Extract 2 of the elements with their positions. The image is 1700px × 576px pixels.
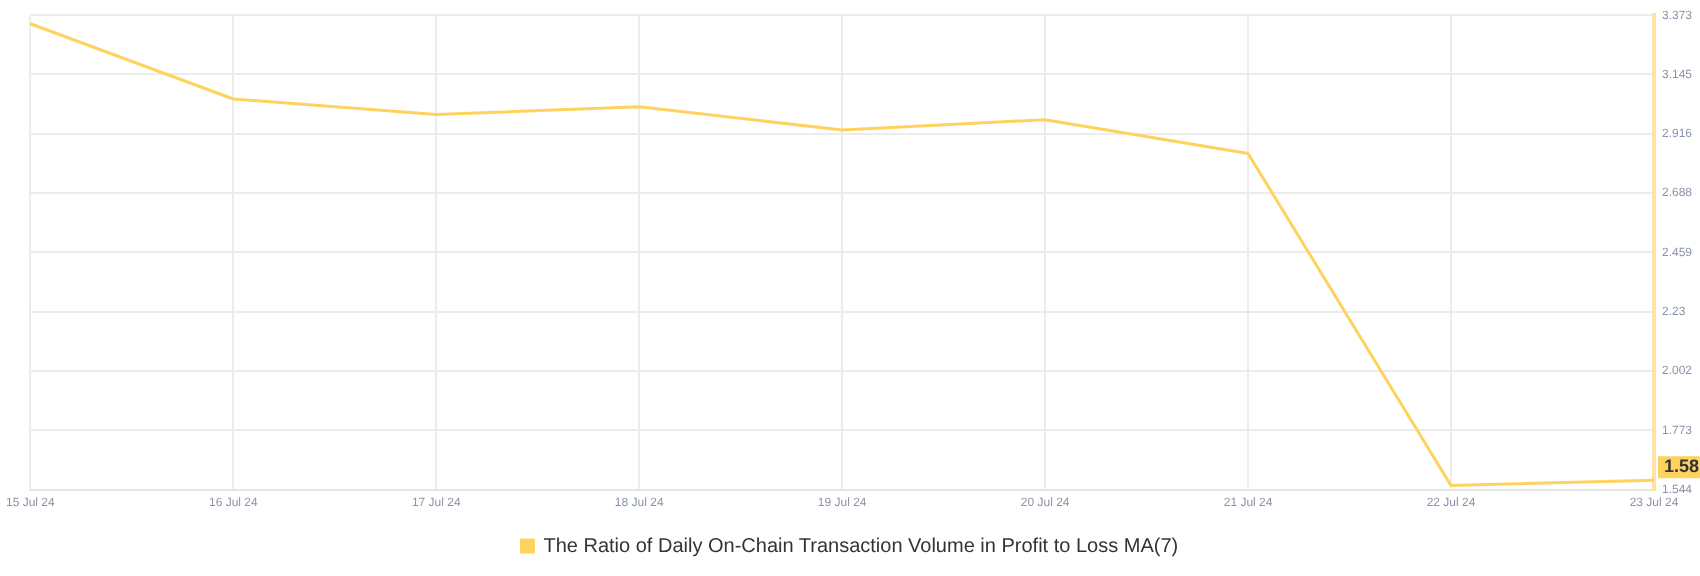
legend-label: The Ratio of Daily On-Chain Transaction Volume in Profit to Loss MA(7) <box>543 535 1179 558</box>
data-label: 1.58 <box>1663 456 1700 477</box>
